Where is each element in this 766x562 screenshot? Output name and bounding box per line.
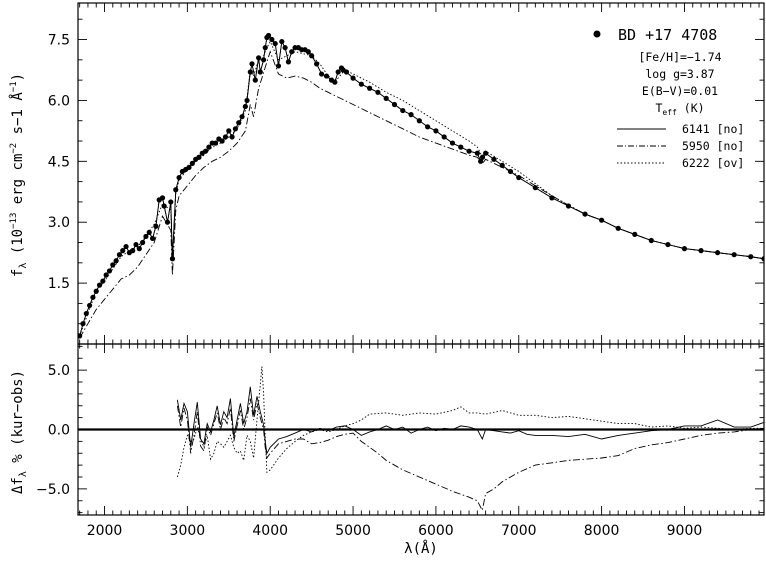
y-tick-label: 1.5 bbox=[48, 276, 70, 292]
residual-line-6141 bbox=[176, 386, 764, 455]
bottom-panel-ticks bbox=[78, 344, 764, 515]
bottom-panel-ytick-labels: −5.0 0.0 5.0 bbox=[36, 363, 70, 498]
x-tick-label: 3000 bbox=[170, 523, 206, 539]
bottom-panel-series bbox=[78, 366, 764, 512]
y-tick-label: 5.0 bbox=[48, 363, 70, 379]
top-panel-ytick-labels: 1.5 3.0 4.5 6.0 7.5 bbox=[48, 33, 70, 293]
legend-param-reddening: E(B−V)=0.01 bbox=[642, 84, 718, 98]
x-tick-label: 8000 bbox=[584, 523, 620, 539]
y-tick-label: 7.5 bbox=[48, 33, 70, 49]
x-tick-label: 4000 bbox=[252, 523, 288, 539]
model-line-5950 bbox=[79, 50, 764, 339]
bottom-panel: −5.0 0.0 5.0 2000 3000 4000 5000 6000 7000 8000 9… bbox=[10, 343, 765, 557]
x-tick-label: 5000 bbox=[335, 523, 371, 539]
y-tick-label: 4.5 bbox=[48, 154, 70, 170]
top-panel-ticks bbox=[78, 3, 764, 344]
y-tick-label: 3.0 bbox=[48, 215, 70, 231]
legend-teff-header: Teff (K) bbox=[655, 101, 704, 117]
legend-param-metallicity: [Fe/H]=−1.74 bbox=[638, 50, 721, 64]
legend-star-name: BD +17 4708 bbox=[618, 26, 717, 44]
legend: BD +17 4708 [Fe/H]=−1.74 log g=3.87 E(B−… bbox=[593, 26, 744, 170]
residual-line-5950 bbox=[176, 398, 764, 512]
bottom-ylabel: Δfλ % (kur−obs) bbox=[10, 370, 29, 494]
model-line-6222 bbox=[79, 40, 764, 337]
x-tick-label: 7000 bbox=[501, 523, 537, 539]
residual-line-6222 bbox=[176, 366, 764, 478]
bottom-panel-xtick-labels: 2000 3000 4000 5000 6000 7000 8000 9000 bbox=[87, 523, 703, 539]
x-tick-label: 9000 bbox=[667, 523, 703, 539]
legend-entry-5950: 5950 [no] bbox=[682, 139, 744, 153]
x-tick-label: 2000 bbox=[87, 523, 123, 539]
legend-entry-6222: 6222 [ov] bbox=[682, 156, 744, 170]
x-axis-title: λ(Å) bbox=[404, 540, 438, 557]
legend-observed-marker bbox=[593, 30, 601, 38]
y-tick-label: 6.0 bbox=[48, 93, 70, 109]
legend-entry-6141: 6141 [no] bbox=[682, 122, 744, 136]
legend-param-logg: log g=3.87 bbox=[645, 67, 714, 81]
y-tick-label: −5.0 bbox=[36, 482, 70, 498]
top-ylabel: fλ (10−13 erg cm−2 s−1 Å−1) bbox=[9, 73, 29, 277]
top-panel-series bbox=[78, 32, 764, 339]
top-panel: 1.5 3.0 4.5 6.0 7.5 fλ (10−13 erg cm−2 s−1 Å… bbox=[9, 2, 765, 345]
x-tick-label: 6000 bbox=[418, 523, 454, 539]
y-tick-label: 0.0 bbox=[48, 423, 70, 439]
